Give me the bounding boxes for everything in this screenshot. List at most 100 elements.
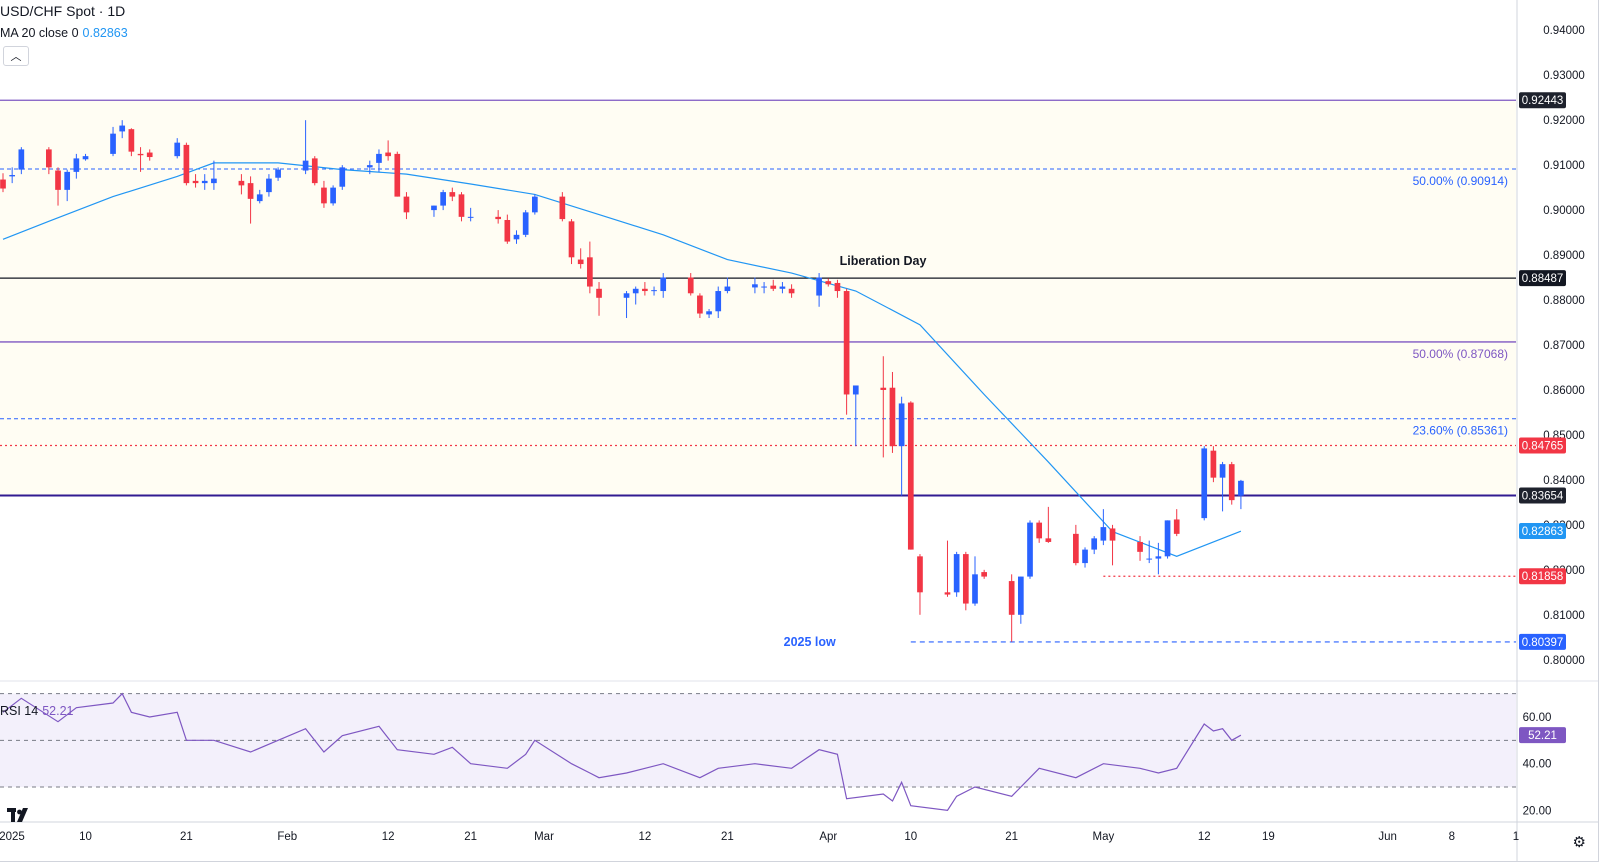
candle[interactable] [1228,461,1235,505]
candle[interactable] [192,174,199,188]
candle[interactable] [119,120,126,139]
candle[interactable] [1210,446,1217,483]
candle[interactable] [46,147,52,175]
candle[interactable] [431,205,437,217]
candle[interactable] [898,396,905,496]
candle[interactable] [577,248,584,269]
candle[interactable] [110,126,116,157]
candle[interactable] [1073,524,1079,566]
candle[interactable] [1036,520,1043,543]
candle[interactable] [779,282,786,294]
candle[interactable] [697,293,703,319]
candle[interactable] [1219,461,1226,512]
candle[interactable] [825,278,832,287]
candle[interactable] [339,165,346,190]
candle[interactable] [55,167,61,206]
candle[interactable] [752,277,758,294]
candle[interactable] [1045,506,1052,543]
candle[interactable] [1137,536,1143,561]
candle[interactable] [82,153,89,161]
candle[interactable] [394,151,401,197]
candle[interactable] [715,286,722,319]
candle[interactable] [632,286,639,305]
candle[interactable] [1201,446,1208,521]
candle[interactable] [275,167,281,181]
collapse-legend-button[interactable]: ︿ [3,46,29,66]
rsi-legend[interactable]: RSI 14 52.21 [0,704,74,718]
candle[interactable] [1109,524,1116,566]
candle[interactable] [972,556,978,606]
candle[interactable] [18,147,25,175]
candle[interactable] [449,187,456,202]
candle[interactable] [587,241,593,294]
candle[interactable] [1017,576,1024,624]
candle[interactable] [247,176,254,224]
candle[interactable] [788,284,795,298]
candle[interactable] [981,569,988,579]
candle[interactable] [724,277,731,294]
candle[interactable] [889,371,896,453]
candle[interactable] [201,174,208,190]
candle[interactable] [1100,509,1107,546]
candle[interactable] [174,138,181,159]
candle[interactable] [1027,520,1033,579]
candle[interactable] [1173,509,1180,537]
candle[interactable] [1091,536,1098,555]
candle[interactable] [1008,574,1015,642]
candle[interactable] [403,192,410,220]
candle[interactable] [660,273,667,298]
candle[interactable] [513,230,520,244]
candle[interactable] [623,291,630,319]
candle[interactable] [834,279,841,298]
candle[interactable] [256,189,263,204]
candle[interactable] [944,540,951,597]
candle[interactable] [504,214,511,244]
candle[interactable] [183,142,190,186]
candle[interactable] [321,180,327,208]
candle[interactable] [642,282,648,296]
candle[interactable] [128,128,135,157]
candle[interactable] [531,194,538,215]
candle[interactable] [211,160,217,190]
candle[interactable] [302,120,309,175]
candle[interactable] [495,210,502,224]
candle[interactable] [137,147,144,172]
candle[interactable] [880,356,887,458]
candle[interactable] [596,282,602,316]
candle[interactable] [917,554,923,615]
candle[interactable] [568,219,575,265]
candle[interactable] [1164,520,1171,559]
candle[interactable] [238,174,245,195]
candle[interactable] [1155,542,1162,575]
ma-legend[interactable]: MA 20 close 0 0.82863 [0,26,128,40]
candle[interactable] [706,309,712,319]
candle[interactable] [816,273,822,307]
candle[interactable] [467,207,474,222]
candle[interactable] [843,288,850,415]
candle[interactable] [1082,547,1088,568]
candle[interactable] [559,192,566,222]
candle[interactable] [9,167,16,184]
candle[interactable] [64,169,71,202]
candle[interactable] [330,185,336,206]
candle[interactable] [311,156,318,186]
candle[interactable] [458,192,465,222]
candle[interactable] [907,401,914,550]
candle[interactable] [761,282,767,294]
candle[interactable] [440,189,446,211]
candle[interactable] [73,153,80,179]
candle[interactable] [1146,540,1153,564]
candle[interactable] [146,149,153,161]
candle[interactable] [0,173,6,193]
candle[interactable] [1238,479,1244,510]
candle[interactable] [962,551,969,611]
tradingview-logo-icon[interactable] [6,806,32,826]
candle[interactable] [770,279,777,292]
candle[interactable] [385,140,391,161]
candle[interactable] [651,286,657,296]
gear-icon[interactable]: ⚙ [1572,834,1586,851]
candle[interactable] [376,149,382,172]
candle[interactable] [953,551,960,597]
candle[interactable] [266,174,272,197]
